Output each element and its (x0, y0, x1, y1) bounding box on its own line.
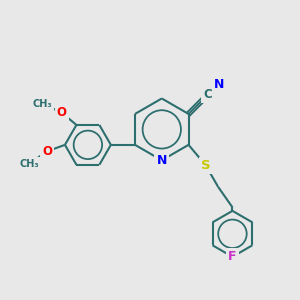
Text: CH₃: CH₃ (33, 99, 52, 109)
Text: S: S (201, 159, 210, 172)
Text: N: N (214, 79, 224, 92)
Text: O: O (57, 106, 67, 119)
Text: F: F (228, 250, 237, 263)
Text: N: N (157, 154, 167, 167)
Text: C: C (203, 88, 212, 101)
Text: O: O (42, 145, 52, 158)
Text: CH₃: CH₃ (20, 159, 39, 169)
